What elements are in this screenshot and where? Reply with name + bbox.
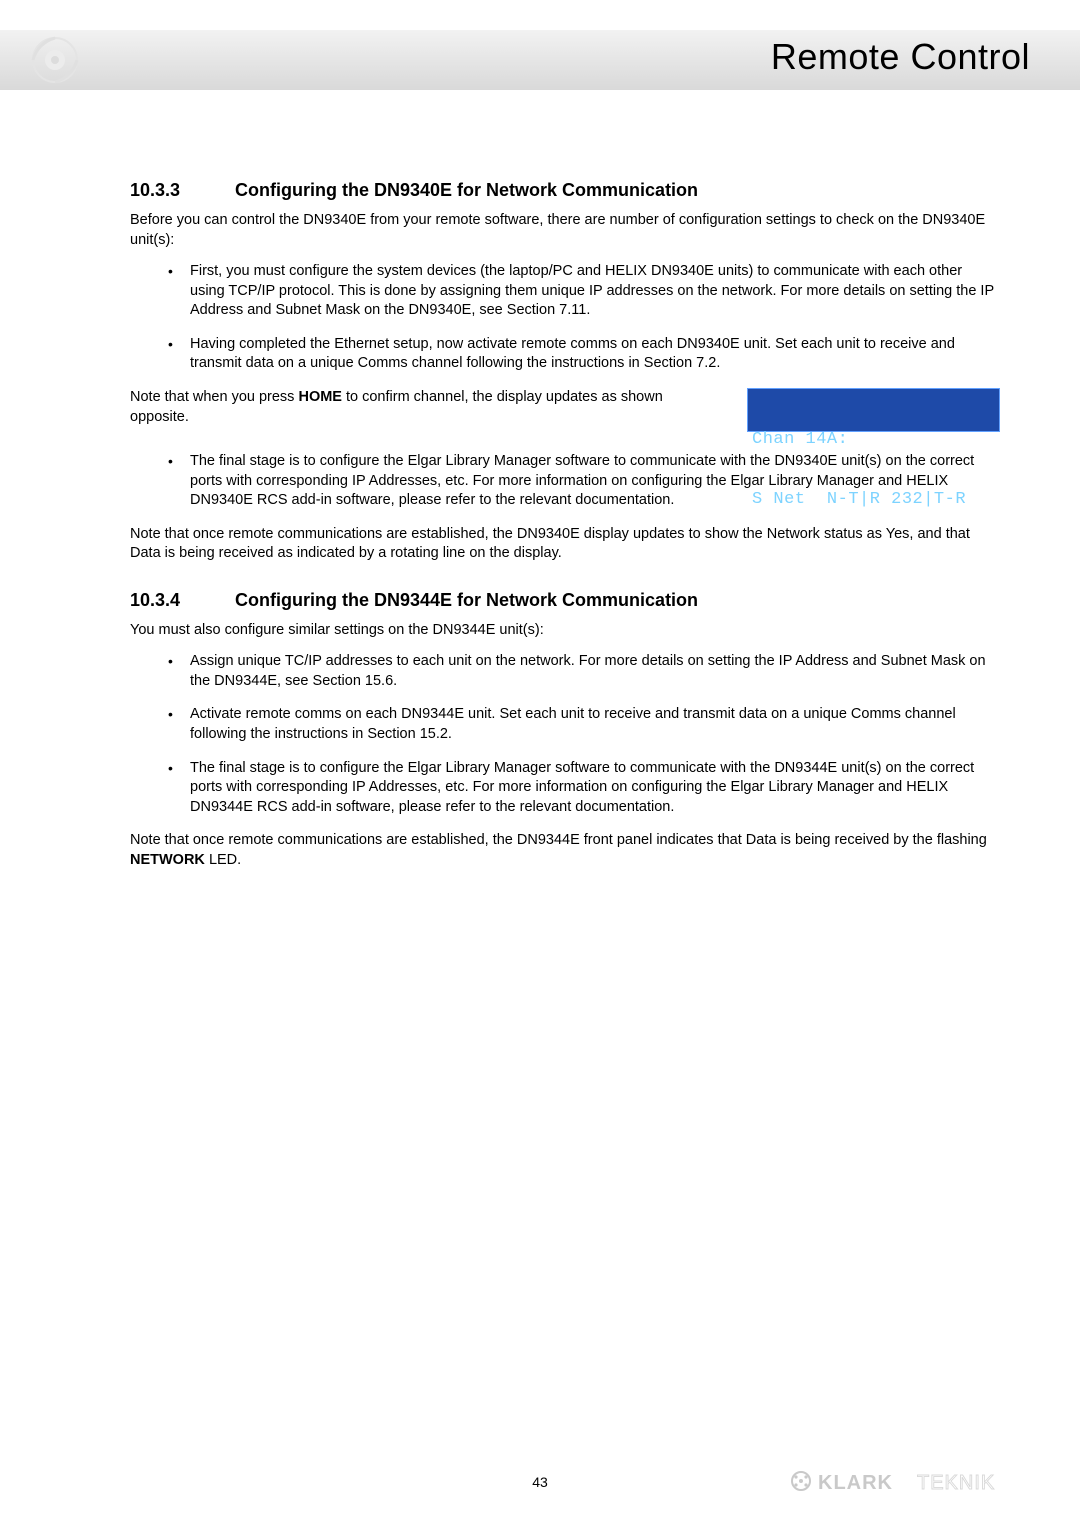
header-band: Remote Control: [0, 30, 1080, 90]
content-area: 10.3.3 Configuring the DN9340E for Netwo…: [130, 150, 1000, 882]
bullet-list: Assign unique TC/IP addresses to each un…: [130, 652, 1000, 817]
list-item: Assign unique TC/IP addresses to each un…: [130, 652, 1000, 691]
home-note-row: Note that when you press HOME to confirm…: [130, 388, 1000, 438]
footer-logo: KLARK TEKNIK: [790, 1468, 1030, 1494]
lcd-line-1: Chan 14A:: [752, 430, 995, 450]
header-ornament-icon: [30, 35, 80, 85]
list-item: The final stage is to configure the Elga…: [130, 452, 1000, 511]
text-run: Note that when you press: [130, 389, 298, 405]
lcd-display: Chan 14A: S Net N-T|R 232|T-R: [747, 388, 1000, 432]
bullet-list: First, you must configure the system dev…: [130, 262, 1000, 374]
paragraph: You must also configure similar settings…: [130, 621, 1000, 641]
header-title: Remote Control: [771, 36, 1030, 78]
paragraph: Note that once remote communications are…: [130, 831, 1000, 870]
text-bold: NETWORK: [130, 852, 205, 868]
svg-text:KLARK: KLARK: [818, 1472, 893, 1494]
section-heading-10-3-3: 10.3.3 Configuring the DN9340E for Netwo…: [130, 180, 1000, 201]
page: Remote Control 10.3.3 Configuring the DN…: [0, 0, 1080, 1528]
paragraph: Note that when you press HOME to confirm…: [130, 388, 690, 427]
page-number: 43: [532, 1474, 548, 1490]
list-item: The final stage is to configure the Elga…: [130, 759, 1000, 818]
section-number: 10.3.4: [130, 590, 230, 611]
text-run: Note that once remote communications are…: [130, 832, 987, 848]
section-number: 10.3.3: [130, 180, 230, 201]
list-item: Having completed the Ethernet setup, now…: [130, 335, 1000, 374]
section-heading-10-3-4: 10.3.4 Configuring the DN9344E for Netwo…: [130, 590, 1000, 611]
section-title: Configuring the DN9344E for Network Comm…: [235, 590, 698, 610]
section-title: Configuring the DN9340E for Network Comm…: [235, 180, 698, 200]
paragraph: Before you can control the DN9340E from …: [130, 211, 1000, 250]
svg-text:TEKNIK: TEKNIK: [917, 1472, 995, 1494]
footer: 43 KLARK TEKNIK: [0, 1460, 1080, 1490]
list-item: First, you must configure the system dev…: [130, 262, 1000, 321]
list-item: Activate remote comms on each DN9344E un…: [130, 705, 1000, 744]
bullet-list: The final stage is to configure the Elga…: [130, 452, 1000, 511]
text-run: LED.: [205, 852, 241, 868]
text-bold: HOME: [298, 389, 342, 405]
